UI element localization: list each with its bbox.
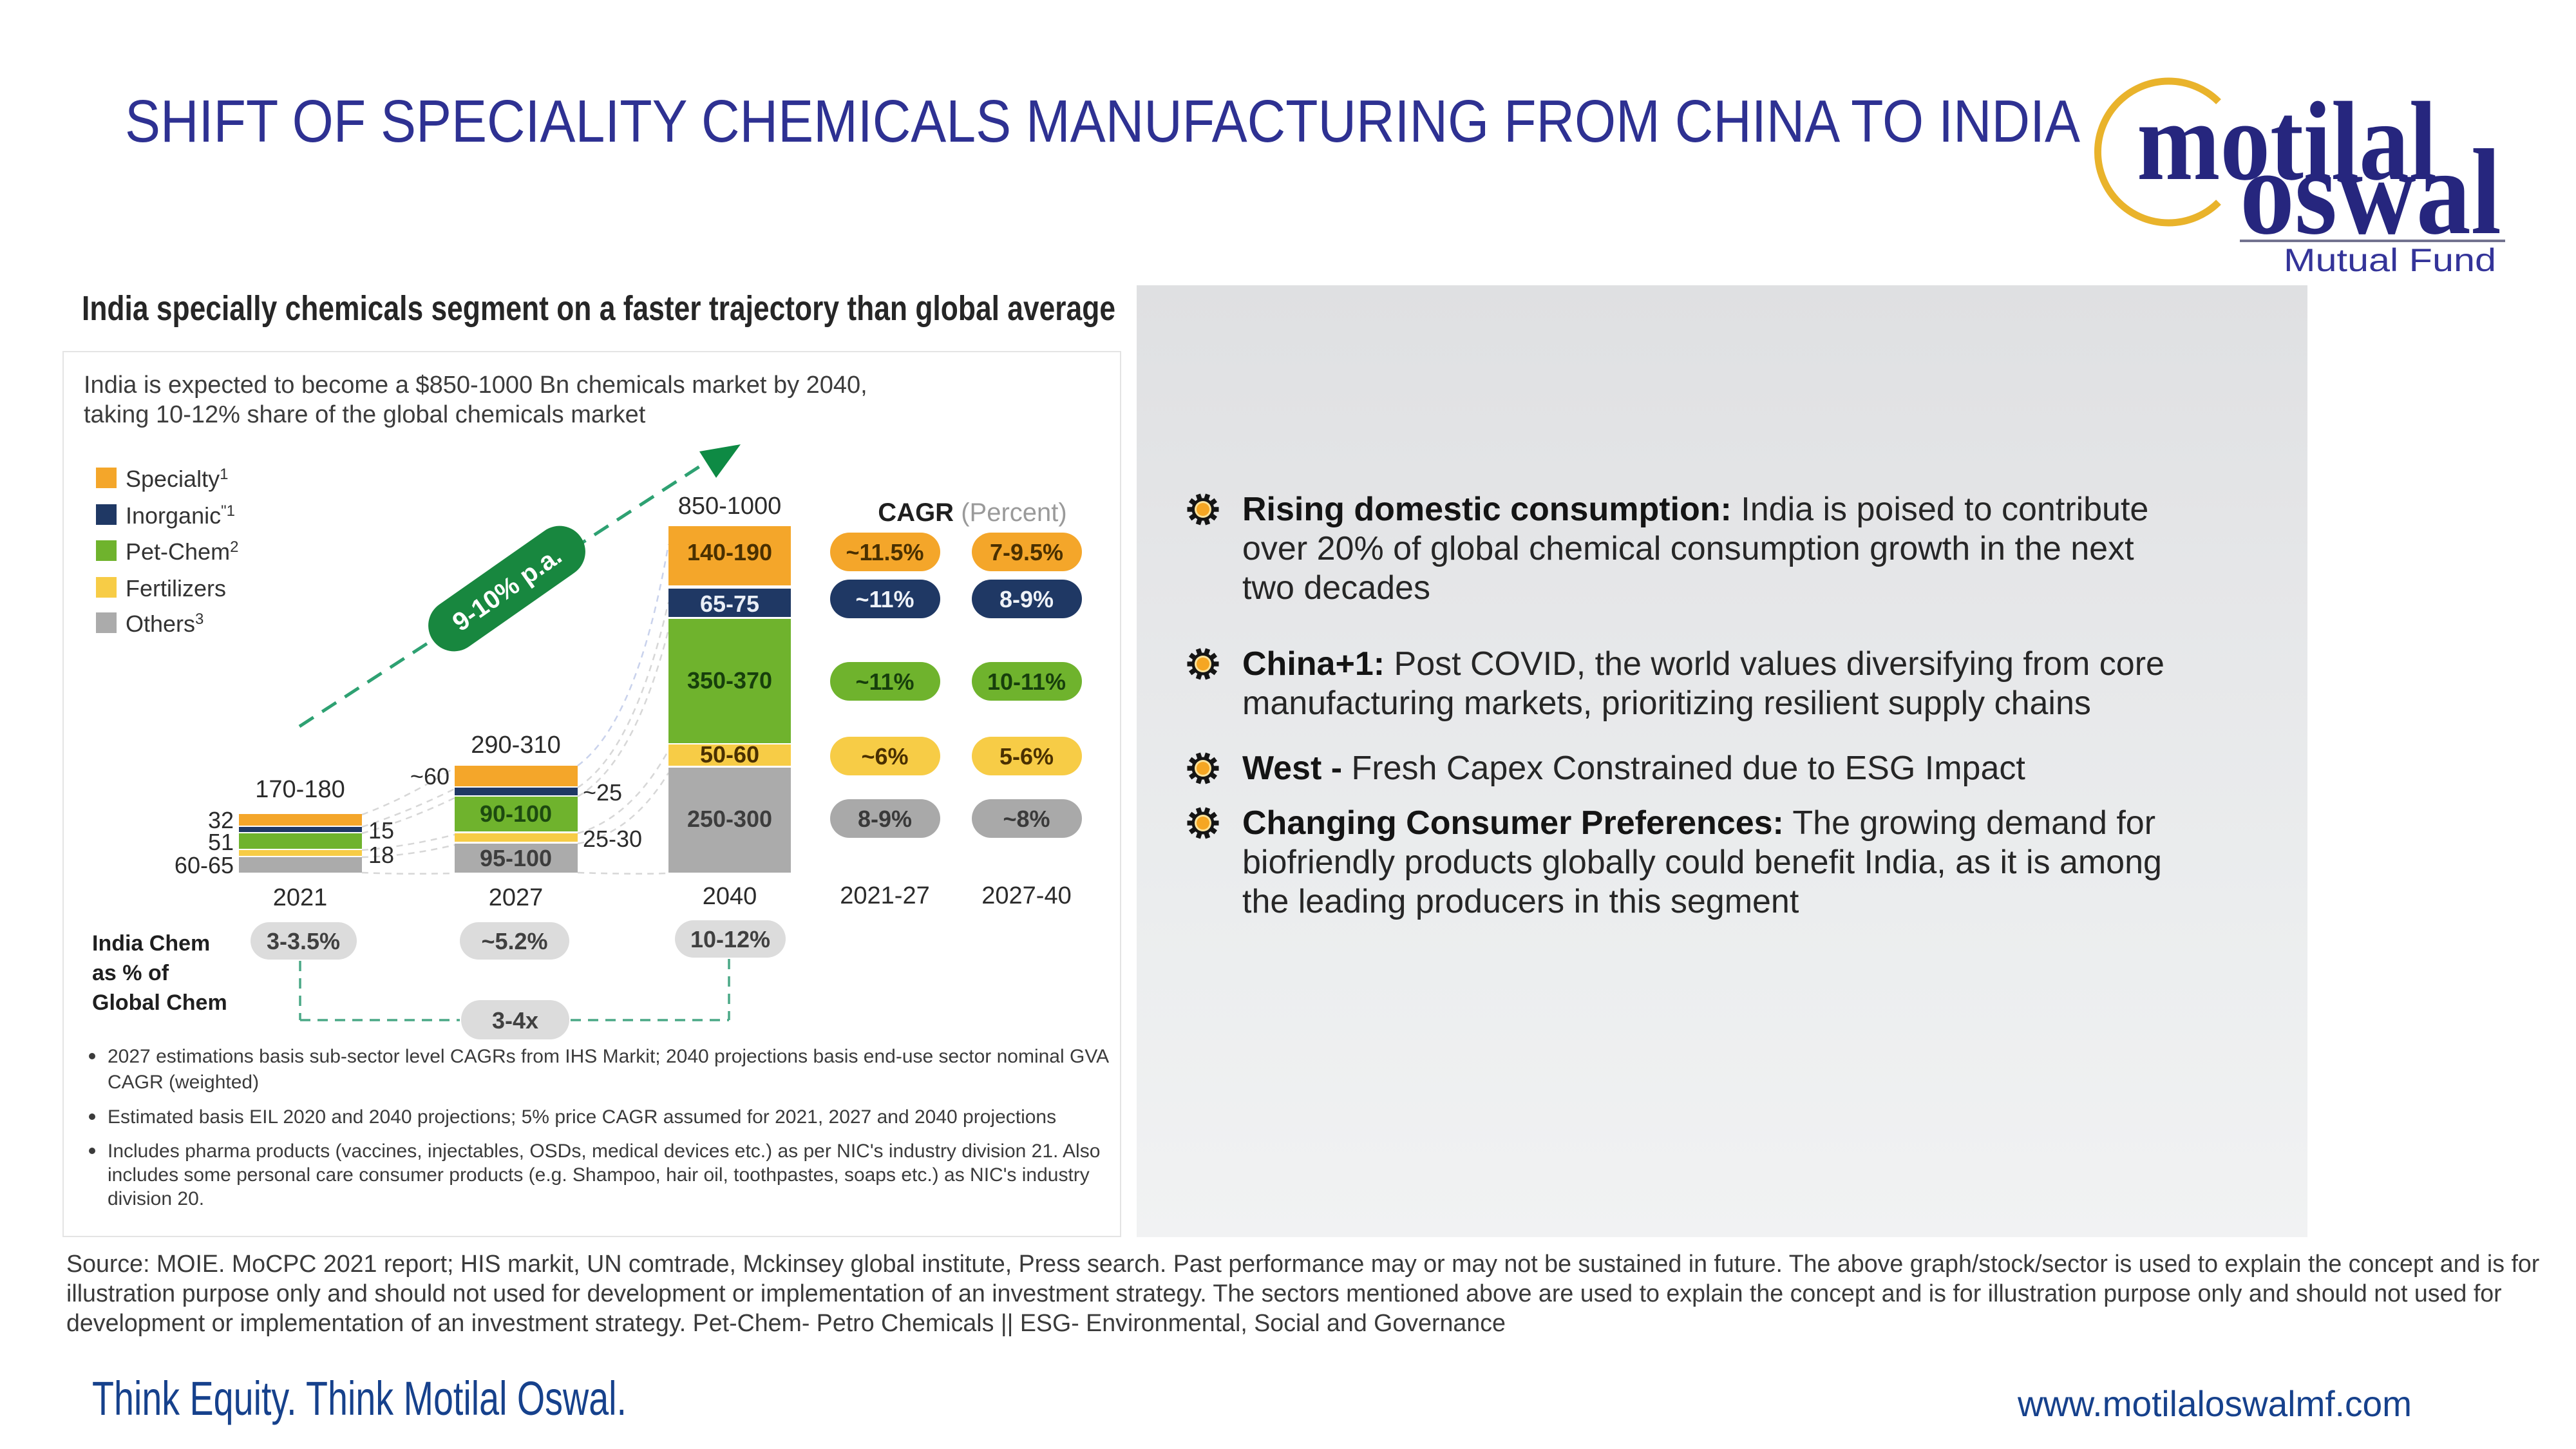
svg-text:140-190: 140-190 [687, 539, 772, 565]
svg-text:oswal: oswal [2240, 125, 2501, 260]
svg-text:350-370: 350-370 [687, 667, 772, 694]
svg-text:India is expected to become a: India is expected to become a $850-1000 … [84, 372, 867, 399]
svg-text:2027-40: 2027-40 [981, 882, 1071, 909]
svg-text:850-1000: 850-1000 [678, 493, 782, 520]
svg-text:3-3.5%: 3-3.5% [267, 928, 340, 954]
svg-text:95-100: 95-100 [480, 845, 552, 871]
svg-text:2027 estimations basis sub-sec: 2027 estimations basis sub-sector level … [108, 1046, 1109, 1067]
svg-text:32: 32 [208, 807, 234, 833]
svg-text:2021: 2021 [273, 884, 328, 911]
svg-text:~60: ~60 [410, 763, 450, 790]
svg-text:Specialty1: Specialty1 [126, 466, 228, 492]
svg-text:www.motilaloswalmf.com: www.motilaloswalmf.com [2017, 1383, 2412, 1424]
svg-text:170-180: 170-180 [255, 776, 345, 803]
svg-text:51: 51 [208, 829, 234, 855]
svg-text:90-100: 90-100 [480, 800, 552, 827]
svg-text:taking 10-12% share of the glo: taking 10-12% share of the global chemic… [84, 401, 646, 428]
svg-text:7-9.5%: 7-9.5% [990, 539, 1063, 565]
svg-text:8-9%: 8-9% [999, 586, 1054, 612]
svg-text:Mutual Fund: Mutual Fund [2284, 242, 2496, 278]
svg-text:Inorganic"1: Inorganic"1 [126, 502, 235, 529]
svg-text:Pet-Chem2: Pet-Chem2 [126, 538, 238, 565]
svg-text:CAGR (weighted): CAGR (weighted) [108, 1072, 259, 1093]
svg-text:India specially chemicals segm: India specially chemicals segment on a f… [82, 289, 1115, 328]
svg-text:Includes pharma products (vacc: Includes pharma products (vaccines, inje… [108, 1141, 1100, 1162]
svg-text:290-310: 290-310 [471, 732, 560, 759]
svg-text:division 20.: division 20. [108, 1188, 204, 1209]
svg-text:2040: 2040 [703, 883, 757, 910]
svg-text:15: 15 [368, 817, 394, 844]
svg-text:18: 18 [368, 842, 394, 868]
svg-text:~11%: ~11% [855, 586, 914, 612]
svg-text:~8%: ~8% [1003, 806, 1050, 832]
svg-text:2027: 2027 [489, 884, 544, 911]
svg-text:60-65: 60-65 [175, 852, 234, 878]
svg-text:Think Equity. Think Motilal Os: Think Equity. Think Motilal Oswal. [92, 1372, 627, 1425]
svg-text:as % of: as % of [92, 961, 169, 985]
svg-text:CAGR (Percent): CAGR (Percent) [878, 498, 1066, 527]
svg-text:50-60: 50-60 [700, 741, 759, 768]
svg-text:Global Chem: Global Chem [92, 990, 227, 1015]
svg-text:25-30: 25-30 [583, 826, 642, 852]
svg-text:5-6%: 5-6% [999, 743, 1054, 770]
svg-text:India Chem: India Chem [92, 931, 210, 956]
svg-text:65-75: 65-75 [700, 591, 759, 617]
svg-text:10-11%: 10-11% [987, 668, 1066, 695]
svg-text:8-9%: 8-9% [858, 806, 912, 832]
svg-text:10-12%: 10-12% [690, 926, 770, 952]
svg-text:includes some personal care co: includes some personal care consumer pro… [108, 1164, 1090, 1186]
svg-text:SHIFT OF SPECIALITY CHEMICALS: SHIFT OF SPECIALITY CHEMICALS MANUFACTUR… [125, 88, 2080, 155]
svg-text:motilal: motilal [2137, 79, 2437, 204]
svg-text:250-300: 250-300 [687, 806, 772, 832]
svg-text:3-4x: 3-4x [492, 1007, 538, 1034]
svg-text:2021-27: 2021-27 [840, 882, 929, 909]
svg-text:~11.5%: ~11.5% [846, 539, 923, 565]
svg-text:~6%: ~6% [861, 743, 908, 770]
svg-text:Others3: Others3 [126, 611, 204, 637]
svg-text:Estimated basis EIL 2020 and 2: Estimated basis EIL 2020 and 2040 projec… [108, 1106, 1056, 1128]
svg-text:~25: ~25 [583, 779, 622, 806]
svg-text:~5.2%: ~5.2% [481, 928, 547, 954]
svg-text:~11%: ~11% [855, 668, 914, 695]
svg-text:Fertilizers: Fertilizers [126, 575, 226, 601]
